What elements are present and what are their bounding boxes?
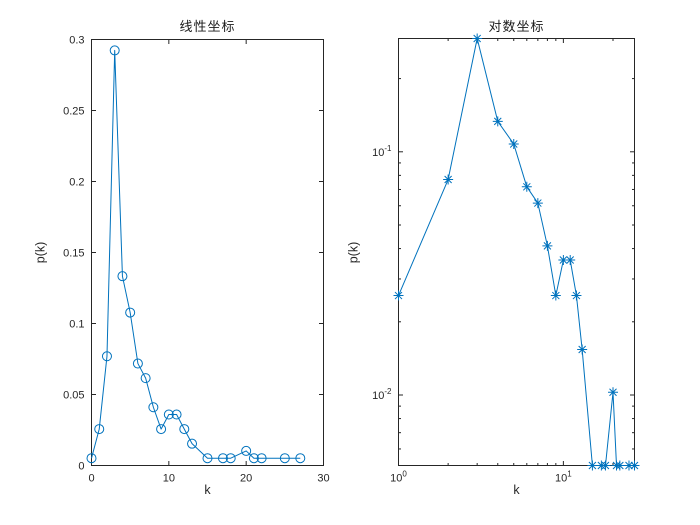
left-x-axis-label: k (204, 483, 211, 497)
asterisk-marker (443, 174, 454, 185)
left-plot-area: 0 10 20 30 0 0.05 0.1 0.15 0.2 0.25 0.3 (63, 35, 330, 485)
svg-text:10-2: 10-2 (372, 387, 392, 402)
svg-text:0.2: 0.2 (69, 177, 84, 189)
asterisk-marker (558, 254, 569, 265)
asterisk-marker (587, 460, 598, 471)
asterisk-marker (521, 181, 532, 192)
axis-ticks (398, 38, 635, 466)
right-x-axis-label: k (513, 483, 520, 497)
axes-box (398, 38, 635, 466)
svg-text:10-1: 10-1 (372, 144, 392, 159)
circle-marker (202, 453, 213, 464)
circle-marker (295, 453, 306, 464)
asterisk-marker (614, 460, 625, 471)
svg-text:10: 10 (163, 473, 175, 485)
svg-text:20: 20 (240, 473, 252, 485)
svg-text:0: 0 (88, 473, 94, 485)
svg-text:0.25: 0.25 (63, 106, 84, 118)
asterisk-marker (623, 460, 634, 471)
circle-marker (279, 453, 290, 464)
left-y-axis-label: p(k) (33, 241, 48, 264)
asterisk-marker (565, 254, 576, 265)
asterisk-marker (393, 290, 404, 301)
asterisk-marker (577, 344, 588, 355)
circle-marker (163, 409, 174, 420)
asterisk-marker (472, 33, 483, 44)
circle-marker (125, 307, 136, 318)
axis-ticks (91, 39, 324, 466)
circle-marker (241, 445, 252, 456)
circle-marker (217, 453, 228, 464)
circle-marker (86, 453, 97, 464)
axes-box (91, 39, 324, 466)
asterisk-marker (508, 138, 519, 149)
series-line (398, 38, 635, 466)
circle-marker (109, 45, 120, 56)
svg-text:0.1: 0.1 (69, 319, 84, 331)
circle-marker (132, 358, 143, 369)
asterisk-marker (600, 460, 611, 471)
series-markers (86, 45, 306, 464)
circle-marker (94, 424, 105, 435)
asterisk-marker (629, 460, 640, 471)
svg-text:0: 0 (78, 461, 84, 473)
circle-marker (140, 373, 151, 384)
right-y-axis-label: p(k) (346, 241, 361, 264)
asterisk-marker (542, 240, 553, 251)
svg-text:0.3: 0.3 (69, 35, 84, 47)
circle-marker (148, 402, 159, 413)
circle-marker (248, 453, 259, 464)
circle-marker (225, 453, 236, 464)
right-plot-title: 对数坐标 (488, 19, 545, 34)
asterisk-marker (571, 290, 582, 301)
circle-marker (117, 271, 128, 282)
left-plot-title: 线性坐标 (179, 19, 236, 34)
svg-text:0.05: 0.05 (63, 390, 84, 402)
asterisk-marker (532, 198, 543, 209)
circle-marker (156, 424, 167, 435)
circle-marker (256, 453, 267, 464)
circle-marker (101, 351, 112, 362)
series-line (91, 49, 301, 459)
asterisk-marker (550, 290, 561, 301)
circle-marker (187, 438, 198, 449)
asterisk-marker (492, 116, 503, 127)
series-markers (393, 33, 640, 471)
svg-text:0.15: 0.15 (63, 248, 84, 260)
circle-marker (171, 409, 182, 420)
asterisk-marker (608, 387, 619, 398)
svg-text:30: 30 (317, 473, 329, 485)
circle-marker (179, 424, 190, 435)
